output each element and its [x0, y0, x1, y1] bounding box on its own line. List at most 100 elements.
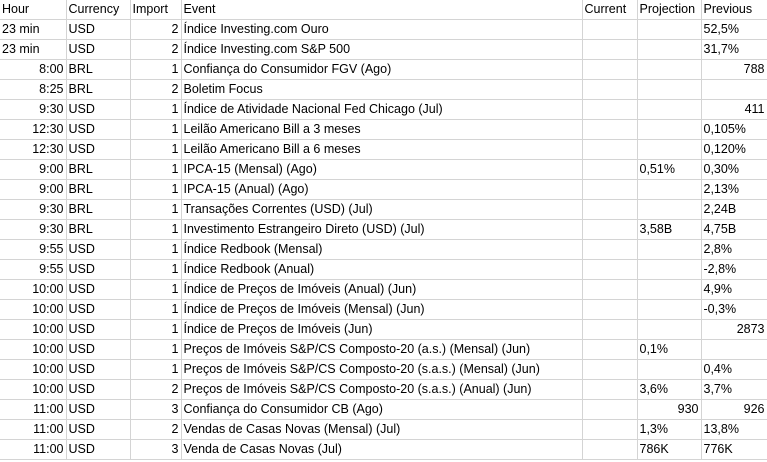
cell-currency[interactable]: USD	[66, 299, 131, 320]
cell-projection[interactable]	[637, 199, 702, 220]
cell-previous[interactable]: 52,5%	[701, 19, 767, 40]
cell-currency[interactable]: BRL	[66, 199, 131, 220]
cell-currency[interactable]: USD	[66, 319, 131, 340]
header-import[interactable]: Import	[130, 0, 182, 20]
cell-hour[interactable]: 10:00	[0, 359, 67, 380]
cell-import[interactable]: 1	[130, 119, 182, 140]
cell-import[interactable]: 1	[130, 279, 182, 300]
cell-event[interactable]: Índice de Atividade Nacional Fed Chicago…	[181, 99, 583, 120]
cell-previous[interactable]: 3,7%	[701, 379, 767, 400]
cell-current[interactable]	[582, 419, 638, 440]
cell-currency[interactable]: BRL	[66, 79, 131, 100]
cell-event[interactable]: Confiança do Consumidor FGV (Ago)	[181, 59, 583, 80]
cell-import[interactable]: 1	[130, 139, 182, 160]
cell-event[interactable]: Preços de Imóveis S&P/CS Composto-20 (a.…	[181, 339, 583, 360]
cell-hour[interactable]: 9:55	[0, 239, 67, 260]
cell-event[interactable]: Leilão Americano Bill a 6 meses	[181, 139, 583, 160]
cell-event[interactable]: IPCA-15 (Anual) (Ago)	[181, 179, 583, 200]
cell-projection[interactable]	[637, 79, 702, 100]
cell-import[interactable]: 2	[130, 79, 182, 100]
cell-current[interactable]	[582, 399, 638, 420]
cell-event[interactable]: Boletim Focus	[181, 79, 583, 100]
cell-previous[interactable]	[701, 339, 767, 360]
cell-hour[interactable]: 12:30	[0, 139, 67, 160]
cell-current[interactable]	[582, 99, 638, 120]
cell-current[interactable]	[582, 259, 638, 280]
cell-hour[interactable]: 9:55	[0, 259, 67, 280]
cell-previous[interactable]: 2,24B	[701, 199, 767, 220]
cell-current[interactable]	[582, 339, 638, 360]
header-current[interactable]: Current	[582, 0, 638, 20]
cell-current[interactable]	[582, 319, 638, 340]
cell-hour[interactable]: 9:00	[0, 159, 67, 180]
cell-event[interactable]: Índice Redbook (Anual)	[181, 259, 583, 280]
cell-currency[interactable]: USD	[66, 339, 131, 360]
cell-event[interactable]: Confiança do Consumidor CB (Ago)	[181, 399, 583, 420]
cell-import[interactable]: 2	[130, 379, 182, 400]
cell-event[interactable]: Investimento Estrangeiro Direto (USD) (J…	[181, 219, 583, 240]
header-event[interactable]: Event	[181, 0, 583, 20]
cell-previous[interactable]: 776K	[701, 439, 767, 460]
cell-projection[interactable]	[637, 239, 702, 260]
cell-hour[interactable]: 10:00	[0, 379, 67, 400]
cell-event[interactable]: Vendas de Casas Novas (Mensal) (Jul)	[181, 419, 583, 440]
cell-hour[interactable]: 8:00	[0, 59, 67, 80]
cell-previous[interactable]: 2,8%	[701, 239, 767, 260]
cell-current[interactable]	[582, 279, 638, 300]
cell-currency[interactable]: USD	[66, 259, 131, 280]
cell-hour[interactable]: 23 min	[0, 19, 67, 40]
cell-projection[interactable]: 3,58B	[637, 219, 702, 240]
cell-currency[interactable]: USD	[66, 379, 131, 400]
cell-projection[interactable]	[637, 99, 702, 120]
cell-projection[interactable]: 0,1%	[637, 339, 702, 360]
cell-currency[interactable]: USD	[66, 239, 131, 260]
header-projection[interactable]: Projection	[637, 0, 702, 20]
cell-current[interactable]	[582, 119, 638, 140]
cell-projection[interactable]: 0,51%	[637, 159, 702, 180]
cell-event[interactable]: Índice Investing.com S&P 500	[181, 39, 583, 60]
cell-currency[interactable]: BRL	[66, 59, 131, 80]
cell-projection[interactable]	[637, 19, 702, 40]
cell-current[interactable]	[582, 239, 638, 260]
cell-hour[interactable]: 10:00	[0, 319, 67, 340]
header-previous[interactable]: Previous	[701, 0, 767, 20]
cell-import[interactable]: 3	[130, 399, 182, 420]
cell-previous[interactable]: 926	[701, 399, 767, 420]
cell-import[interactable]: 1	[130, 339, 182, 360]
cell-hour[interactable]: 11:00	[0, 419, 67, 440]
cell-hour[interactable]: 9:30	[0, 199, 67, 220]
cell-currency[interactable]: USD	[66, 399, 131, 420]
cell-projection[interactable]	[637, 139, 702, 160]
cell-hour[interactable]: 23 min	[0, 39, 67, 60]
cell-projection[interactable]	[637, 259, 702, 280]
cell-import[interactable]: 2	[130, 39, 182, 60]
cell-hour[interactable]: 10:00	[0, 299, 67, 320]
cell-previous[interactable]: 4,75B	[701, 219, 767, 240]
cell-previous[interactable]	[701, 79, 767, 100]
cell-projection[interactable]	[637, 59, 702, 80]
cell-current[interactable]	[582, 19, 638, 40]
cell-previous[interactable]: 0,105%	[701, 119, 767, 140]
cell-current[interactable]	[582, 199, 638, 220]
cell-current[interactable]	[582, 59, 638, 80]
cell-hour[interactable]: 11:00	[0, 439, 67, 460]
cell-event[interactable]: Índice de Preços de Imóveis (Jun)	[181, 319, 583, 340]
cell-current[interactable]	[582, 219, 638, 240]
cell-projection[interactable]: 786K	[637, 439, 702, 460]
cell-import[interactable]: 1	[130, 59, 182, 80]
cell-event[interactable]: Preços de Imóveis S&P/CS Composto-20 (s.…	[181, 359, 583, 380]
cell-event[interactable]: Leilão Americano Bill a 3 meses	[181, 119, 583, 140]
cell-previous[interactable]: 788	[701, 59, 767, 80]
cell-previous[interactable]: 2873	[701, 319, 767, 340]
cell-projection[interactable]	[637, 179, 702, 200]
cell-currency[interactable]: USD	[66, 19, 131, 40]
cell-event[interactable]: IPCA-15 (Mensal) (Ago)	[181, 159, 583, 180]
cell-current[interactable]	[582, 359, 638, 380]
cell-currency[interactable]: USD	[66, 419, 131, 440]
cell-projection[interactable]: 930	[637, 399, 702, 420]
cell-import[interactable]: 2	[130, 19, 182, 40]
cell-projection[interactable]	[637, 39, 702, 60]
cell-previous[interactable]: 2,13%	[701, 179, 767, 200]
cell-current[interactable]	[582, 379, 638, 400]
cell-hour[interactable]: 9:00	[0, 179, 67, 200]
